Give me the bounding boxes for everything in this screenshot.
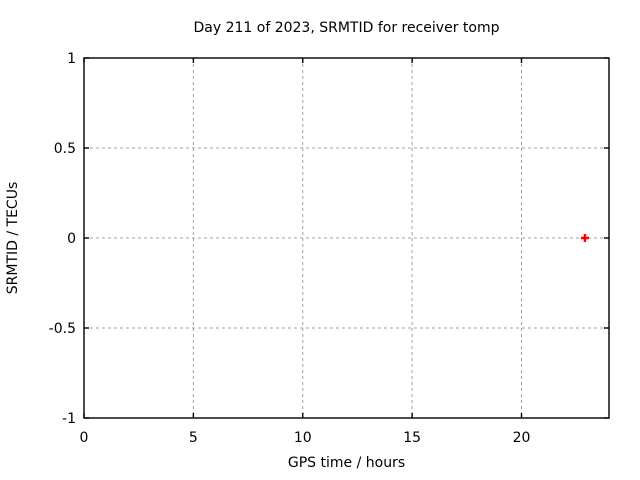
x-tick-label: 0 xyxy=(80,430,89,446)
plot-border xyxy=(83,57,610,419)
x-tick-label: 10 xyxy=(294,430,312,446)
x-axis-label: GPS time / hours xyxy=(287,455,406,471)
y-tick-label: 1 xyxy=(67,51,76,67)
x-tick-label: 5 xyxy=(189,430,198,446)
y-tick-label: 0 xyxy=(67,231,76,247)
y-tick-label: -0.5 xyxy=(49,321,76,337)
y-tick-label: 0.5 xyxy=(54,141,76,157)
x-tick-label: 20 xyxy=(513,430,531,446)
y-tick-label: -1 xyxy=(62,411,76,427)
chart-title: Day 211 of 2023, SRMTID for receiver tom… xyxy=(193,20,500,36)
x-tick-label: 15 xyxy=(403,430,421,446)
